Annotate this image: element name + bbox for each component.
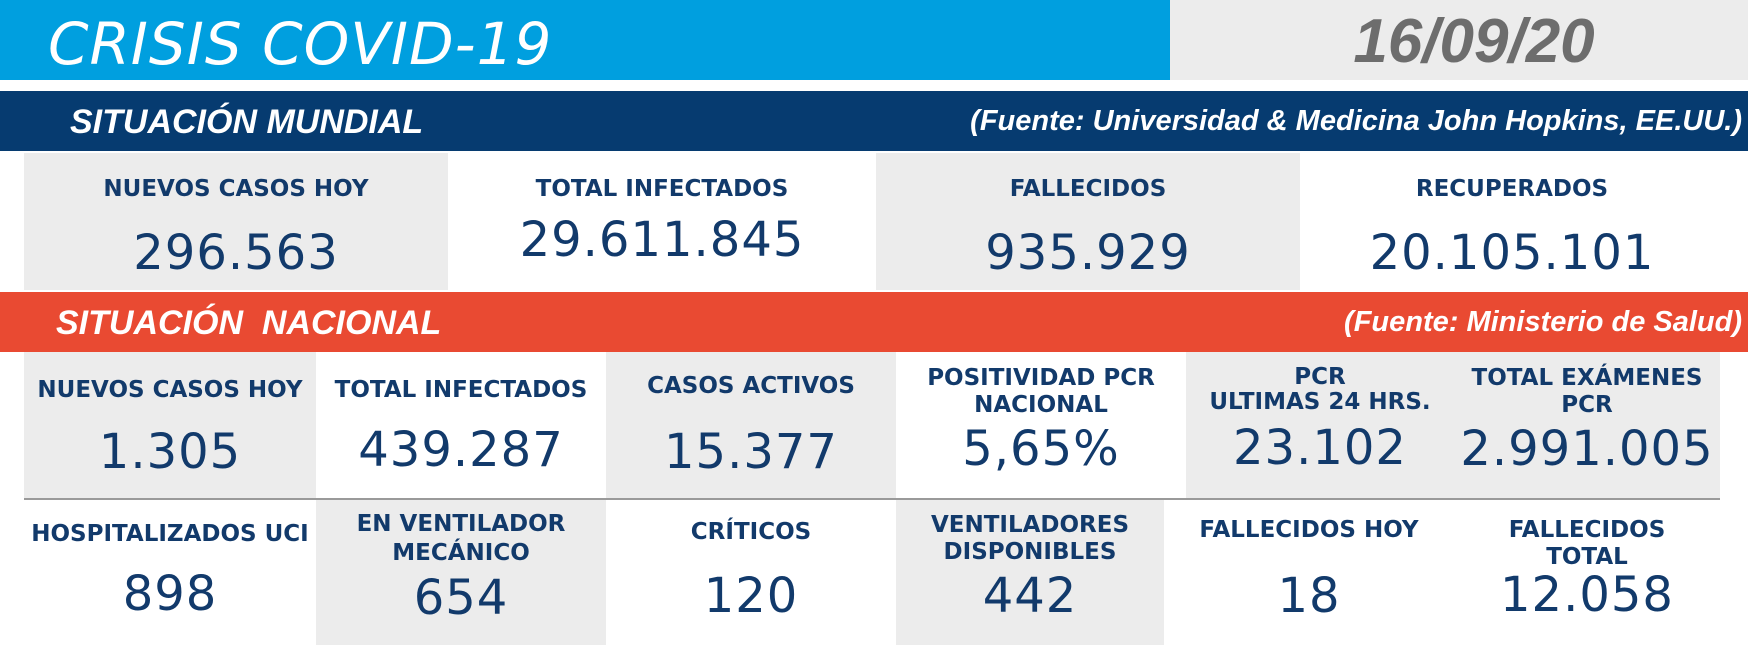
- national-section-title: SITUACIÓN NACIONAL: [56, 304, 442, 342]
- stat-label: TOTAL INFECTADOS: [535, 176, 789, 202]
- stat-value: 12.058: [1500, 567, 1674, 623]
- world-stat-new-cases: NUEVOS CASOS HOY 296.563: [24, 153, 448, 290]
- stat-label: TOTAL INFECTADOS: [334, 377, 588, 403]
- stat-value: 20.105.101: [1369, 225, 1655, 281]
- national-stat-deaths-today: FALLECIDOS HOY 18: [1164, 500, 1454, 645]
- world-source: (Fuente: Universidad & Medicina John Hop…: [970, 105, 1742, 137]
- stat-value: 2.991.005: [1460, 421, 1714, 477]
- stat-value: 1.305: [98, 424, 242, 480]
- stat-label-line1: FALLECIDOS: [1508, 517, 1666, 543]
- stat-label-line1: TOTAL EXÁMENES: [1471, 365, 1703, 391]
- stat-label: NUEVOS CASOS HOY: [37, 377, 303, 403]
- stat-value: 898: [122, 566, 218, 622]
- national-stat-total-pcr: TOTAL EXÁMENES PCR 2.991.005: [1454, 352, 1720, 498]
- page-title: CRISIS COVID-19: [48, 10, 553, 78]
- stat-value: 23.102: [1233, 420, 1407, 476]
- world-stat-total-infected: TOTAL INFECTADOS 29.611.845: [448, 153, 876, 290]
- national-stat-total-infected: TOTAL INFECTADOS 439.287: [316, 352, 606, 498]
- stat-label: FALLECIDOS HOY: [1199, 517, 1419, 543]
- national-stat-active-cases: CASOS ACTIVOS 15.377: [606, 352, 896, 498]
- stat-value: 5,65%: [962, 421, 1120, 477]
- stat-label-line1: POSITIVIDAD PCR: [927, 365, 1155, 391]
- stat-label-line2: TOTAL: [1546, 544, 1628, 570]
- national-stat-critical: CRÍTICOS 120: [606, 500, 896, 645]
- national-stat-ventilated: EN VENTILADOR MECÁNICO 654: [316, 500, 606, 645]
- stat-label: CRÍTICOS: [690, 519, 812, 545]
- stat-label: NUEVOS CASOS HOY: [103, 176, 369, 202]
- stat-label: FALLECIDOS: [1009, 176, 1167, 202]
- stat-value: 18: [1277, 568, 1341, 624]
- stat-value: 439.287: [358, 422, 564, 478]
- world-stat-deaths: FALLECIDOS 935.929: [876, 153, 1300, 290]
- stat-label: HOSPITALIZADOS UCI: [31, 521, 309, 547]
- stat-label-line2: DISPONIBLES: [943, 539, 1117, 565]
- date-bar: [1170, 0, 1748, 80]
- stat-label-line2: PCR: [1561, 392, 1613, 418]
- stat-label-line1: VENTILADORES: [930, 512, 1130, 538]
- stat-value: 15.377: [664, 424, 838, 480]
- national-section-header: SITUACIÓN NACIONAL (Fuente: Ministerio d…: [0, 292, 1748, 352]
- world-section-header: SITUACIÓN MUNDIAL (Fuente: Universidad &…: [0, 91, 1748, 151]
- world-section-title: SITUACIÓN MUNDIAL: [70, 103, 424, 141]
- stat-label-line1: PCR: [1294, 364, 1346, 390]
- title-bar: [0, 0, 1170, 80]
- national-stat-deaths-total: FALLECIDOS TOTAL 12.058: [1454, 500, 1720, 645]
- national-stat-pcr-24h: PCR ULTIMAS 24 HRS. 23.102: [1186, 352, 1454, 498]
- report-date: 16/09/20: [1353, 7, 1595, 76]
- stat-label-line2: MECÁNICO: [392, 540, 530, 566]
- national-stat-pcr-positivity: POSITIVIDAD PCR NACIONAL 5,65%: [896, 352, 1186, 498]
- stat-label: CASOS ACTIVOS: [647, 373, 855, 399]
- national-source: (Fuente: Ministerio de Salud): [1344, 306, 1742, 338]
- stat-label-line2: ULTIMAS 24 HRS.: [1209, 389, 1431, 415]
- stat-label-line2: NACIONAL: [974, 392, 1108, 418]
- stat-label-line1: EN VENTILADOR: [356, 511, 566, 537]
- stat-label: RECUPERADOS: [1415, 176, 1609, 202]
- world-stat-recovered: RECUPERADOS 20.105.101: [1300, 153, 1724, 290]
- national-stat-new-cases: NUEVOS CASOS HOY 1.305: [24, 352, 316, 498]
- national-stat-icu: HOSPITALIZADOS UCI 898: [24, 500, 316, 645]
- stat-value: 442: [982, 568, 1078, 624]
- stat-value: 29.611.845: [519, 212, 805, 268]
- row-divider: [24, 498, 1720, 500]
- stat-value: 120: [703, 568, 799, 624]
- stat-value: 296.563: [133, 225, 339, 281]
- stat-value: 654: [413, 570, 509, 626]
- stat-value: 935.929: [985, 225, 1191, 281]
- national-stat-available-ventilators: VENTILADORES DISPONIBLES 442: [896, 500, 1164, 645]
